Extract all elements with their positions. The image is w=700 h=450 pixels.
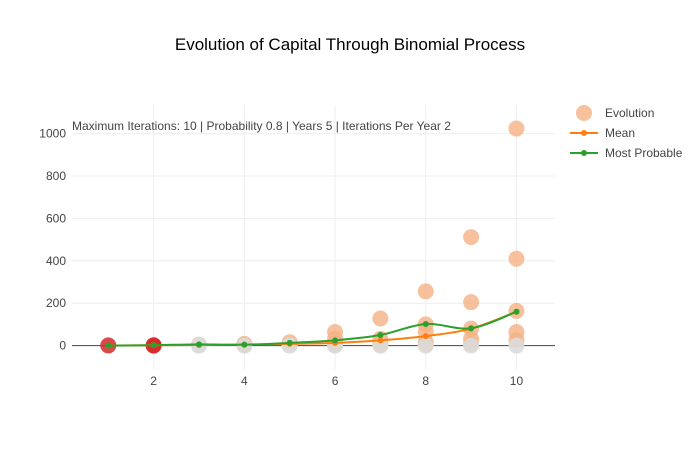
most-probable-point (468, 325, 475, 332)
evolution-marker (508, 337, 525, 354)
evolution-marker (372, 310, 389, 327)
x-tick-label: 8 (422, 374, 429, 388)
most-probable-point (377, 332, 384, 339)
evolution-marker (463, 229, 480, 246)
most-probable-line (108, 310, 517, 347)
most-probable-point (422, 320, 429, 327)
marker-layer (100, 120, 525, 354)
legend-label: Mean (605, 126, 635, 140)
legend-label: Evolution (605, 106, 654, 120)
most-probable-point (195, 341, 202, 348)
most-probable-point (105, 342, 112, 349)
line-layer (105, 308, 520, 349)
most-probable-point (150, 342, 157, 349)
x-tick-label: 10 (510, 374, 524, 388)
y-tick-label: 0 (59, 339, 66, 353)
legend: Evolution Mean Most Probable (570, 105, 683, 160)
mean-line (108, 310, 517, 347)
evolution-marker (463, 294, 480, 311)
grid-layer (72, 105, 555, 370)
x-tick-label: 4 (241, 374, 248, 388)
evolution-marker (508, 250, 525, 267)
legend-evolution-swatch (576, 105, 592, 121)
y-tick-label: 600 (46, 211, 66, 225)
mean-point (422, 333, 429, 340)
evolution-marker (372, 337, 389, 354)
y-tick-label: 200 (46, 296, 66, 310)
chart-title: Evolution of Capital Through Binomial Pr… (175, 35, 525, 54)
evolution-marker (463, 337, 480, 354)
y-tick-label: 800 (46, 169, 66, 183)
most-probable-point (286, 339, 293, 346)
legend-label: Most Probable (605, 146, 683, 160)
chart-annotation: Maximum Iterations: 10 | Probability 0.8… (72, 119, 451, 133)
legend-mean-swatch-dot (581, 130, 587, 136)
y-tick-label: 400 (46, 254, 66, 268)
evolution-marker (508, 120, 525, 137)
most-probable-point (332, 337, 339, 344)
evolution-marker (417, 337, 434, 354)
x-tick-label: 2 (150, 374, 157, 388)
evolution-marker (417, 283, 434, 300)
most-probable-point (513, 308, 520, 315)
mean-point (377, 337, 384, 344)
legend-most-probable-swatch-dot (581, 150, 587, 156)
y-tick-label: 1000 (39, 127, 66, 141)
x-tick-label: 6 (332, 374, 339, 388)
most-probable-point (241, 341, 248, 348)
